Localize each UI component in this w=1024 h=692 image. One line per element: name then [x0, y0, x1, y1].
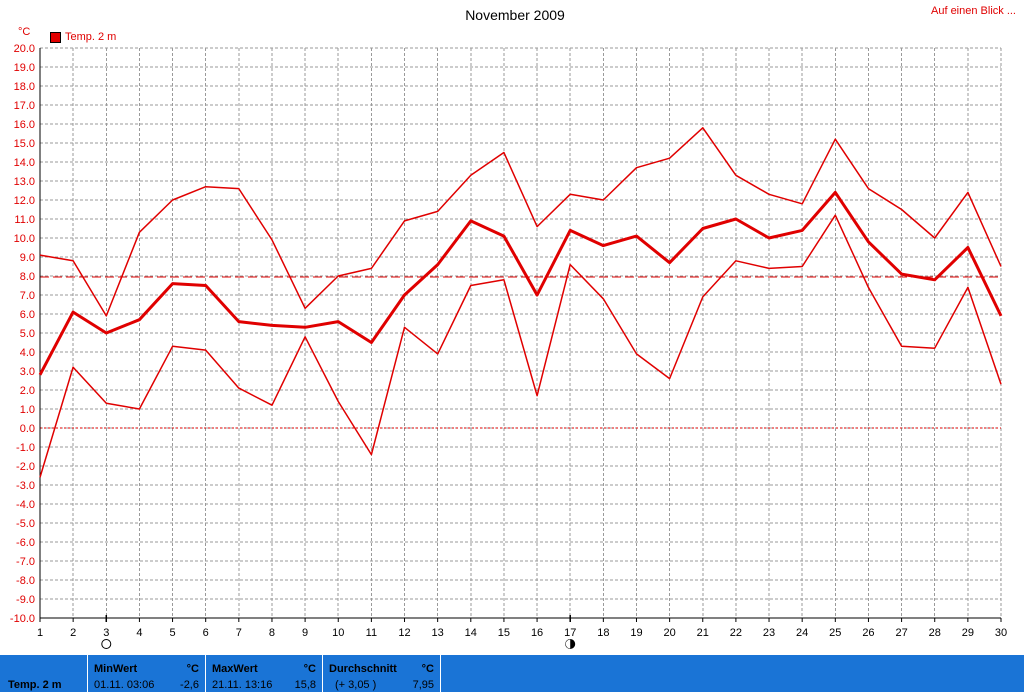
- series-line-mean: [38, 190, 1003, 376]
- x-tick-label: 8: [269, 627, 275, 639]
- x-tick-label: 12: [398, 627, 410, 639]
- x-tick-label: 19: [630, 627, 642, 639]
- legend-swatch: [50, 31, 61, 43]
- y-tick-label: -8.0: [16, 575, 35, 587]
- x-tick-label: 23: [763, 627, 775, 639]
- chart-plot: 20.019.018.017.016.015.014.013.012.011.0…: [10, 43, 1007, 649]
- x-tick-label: 28: [929, 627, 941, 639]
- x-tick-label: 10: [332, 627, 344, 639]
- max-label: MaxWert: [212, 663, 258, 675]
- y-tick-label: -9.0: [16, 594, 35, 606]
- min-value: -2,6: [180, 679, 199, 691]
- y-tick-label: 6.0: [20, 309, 35, 321]
- y-tick-label: 18.0: [14, 81, 35, 93]
- y-tick-label: 13.0: [14, 176, 35, 188]
- series-line-max: [39, 127, 1002, 317]
- legend: Temp. 2 m: [50, 31, 116, 43]
- x-tick-label: 1: [37, 627, 43, 639]
- y-tick-label: 12.0: [14, 195, 35, 207]
- footer-average-cell: Durchschnitt °C (+ 3,05 ) 7,95: [323, 657, 440, 692]
- average-label: Durchschnitt: [329, 663, 397, 675]
- legend-label: Temp. 2 m: [65, 31, 117, 43]
- footer-divider: [322, 655, 323, 692]
- y-tick-label: 4.0: [20, 347, 35, 359]
- series-line-min: [39, 214, 1002, 478]
- max-unit: °C: [303, 663, 316, 675]
- min-unit: °C: [186, 663, 199, 675]
- full-moon-icon: [101, 639, 112, 649]
- chart-title: November 2009: [465, 7, 565, 23]
- average-value: 7,95: [412, 679, 434, 691]
- x-tick-label: 24: [796, 627, 808, 639]
- y-tick-label: 16.0: [14, 119, 35, 131]
- x-tick-label: 7: [236, 627, 242, 639]
- max-value: 15,8: [294, 679, 316, 691]
- y-tick-label: 20.0: [14, 43, 35, 55]
- average-delta: (+ 3,05 ): [335, 679, 377, 691]
- x-tick-label: 6: [203, 627, 209, 639]
- y-tick-label: -10.0: [10, 613, 35, 625]
- at-a-glance-link[interactable]: Auf einen Blick ...: [931, 5, 1016, 17]
- y-tick-label: 14.0: [14, 157, 35, 169]
- footer-max-cell: MaxWert °C 21.11. 13:16 15,8: [206, 657, 322, 692]
- footer-series-cell: Temp. 2 m: [0, 657, 86, 692]
- x-tick-label: 25: [829, 627, 841, 639]
- y-tick-label: 17.0: [14, 100, 35, 112]
- y-tick-label: 1.0: [20, 404, 35, 416]
- footer-divider: [87, 655, 88, 692]
- y-tick-label: -6.0: [16, 537, 35, 549]
- min-label: MinWert: [94, 663, 138, 675]
- footer-divider: [205, 655, 206, 692]
- x-tick-label: 30: [995, 627, 1007, 639]
- summary-footer: Temp. 2 m MinWert °C 01.11. 03:06 -2,6 M…: [0, 655, 1024, 692]
- x-tick-label: 26: [862, 627, 874, 639]
- x-tick-label: 11: [366, 627, 377, 639]
- max-timestamp: 21.11. 13:16: [212, 679, 273, 691]
- footer-divider: [440, 655, 441, 692]
- y-tick-label: -3.0: [16, 480, 35, 492]
- x-tick-label: 3: [103, 627, 109, 639]
- footer-min-cell: MinWert °C 01.11. 03:06 -2,6: [88, 657, 205, 692]
- y-tick-label: -7.0: [16, 556, 35, 568]
- x-tick-label: 2: [70, 627, 76, 639]
- footer-series-label: Temp. 2 m: [8, 679, 62, 691]
- y-tick-label: 7.0: [20, 290, 35, 302]
- y-axis-unit: °C: [18, 26, 31, 38]
- x-tick-label: 18: [597, 627, 609, 639]
- x-tick-label: 16: [531, 627, 543, 639]
- y-tick-label: -5.0: [16, 518, 35, 530]
- x-tick-label: 13: [432, 627, 444, 639]
- x-tick-label: 4: [136, 627, 142, 639]
- x-tick-label: 5: [169, 627, 175, 639]
- y-tick-label: 5.0: [20, 328, 35, 340]
- y-tick-label: 11.0: [14, 214, 35, 226]
- x-tick-label: 15: [498, 627, 510, 639]
- y-tick-label: 0.0: [20, 423, 35, 435]
- y-tick-label: 3.0: [20, 366, 35, 378]
- y-tick-label: 2.0: [20, 385, 35, 397]
- y-tick-label: 8.0: [20, 271, 35, 283]
- average-unit: °C: [421, 663, 434, 675]
- x-tick-label: 27: [895, 627, 907, 639]
- x-tick-label: 20: [663, 627, 675, 639]
- y-tick-label: 19.0: [14, 62, 35, 74]
- y-tick-label: 15.0: [14, 138, 35, 150]
- min-timestamp: 01.11. 03:06: [94, 679, 155, 691]
- y-tick-label: -4.0: [16, 499, 35, 511]
- y-tick-label: -1.0: [16, 442, 35, 454]
- x-tick-label: 17: [564, 627, 576, 639]
- x-tick-label: 22: [730, 627, 742, 639]
- x-tick-label: 21: [697, 627, 709, 639]
- x-tick-label: 14: [465, 627, 477, 639]
- y-tick-label: 9.0: [20, 252, 35, 264]
- new-moon-highlight: [565, 639, 571, 649]
- x-tick-label: 29: [962, 627, 974, 639]
- x-tick-label: 9: [302, 627, 308, 639]
- y-tick-label: 10.0: [14, 233, 35, 245]
- y-tick-label: -2.0: [16, 461, 35, 473]
